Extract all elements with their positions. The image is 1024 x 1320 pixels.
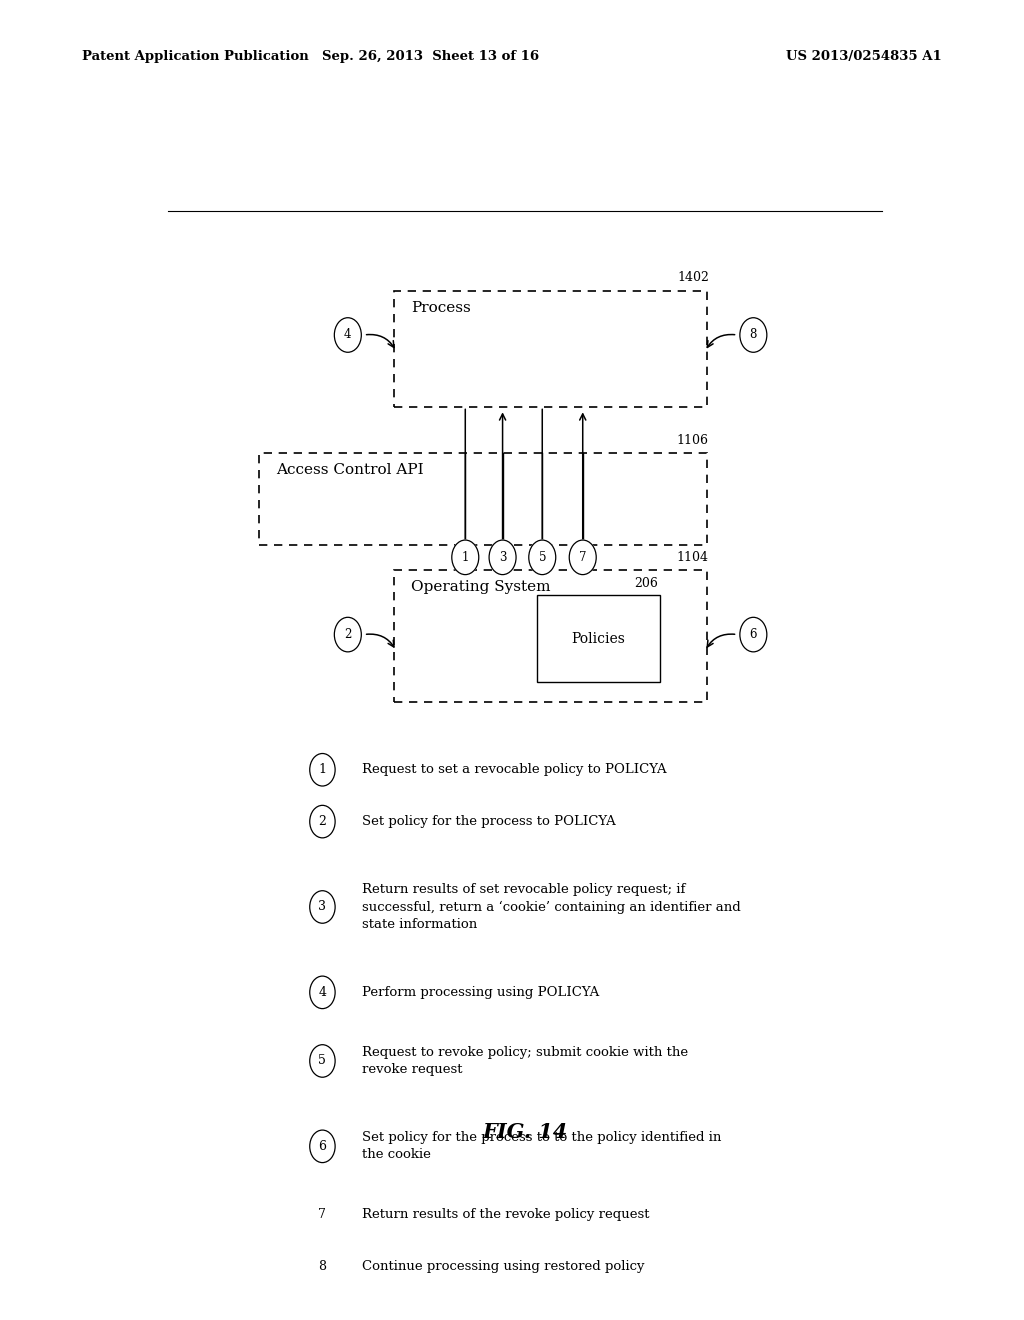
Text: 4: 4	[318, 986, 327, 999]
Text: Return results of the revoke policy request: Return results of the revoke policy requ…	[362, 1208, 649, 1221]
Circle shape	[740, 318, 767, 352]
Text: 5: 5	[318, 1055, 327, 1068]
Text: 1: 1	[318, 763, 327, 776]
Text: FIG. 14: FIG. 14	[482, 1122, 567, 1142]
Circle shape	[740, 618, 767, 652]
Circle shape	[309, 805, 335, 838]
Circle shape	[489, 540, 516, 574]
Text: Process: Process	[412, 301, 471, 314]
Circle shape	[309, 1130, 335, 1163]
Text: Policies: Policies	[571, 632, 625, 645]
Text: Request to set a revocable policy to POLICYA: Request to set a revocable policy to POL…	[362, 763, 667, 776]
Circle shape	[569, 540, 596, 574]
Text: 206: 206	[634, 577, 658, 590]
Text: 1106: 1106	[677, 434, 709, 447]
Text: 2: 2	[344, 628, 351, 642]
Text: 5: 5	[539, 550, 546, 564]
Text: Request to revoke policy; submit cookie with the
revoke request: Request to revoke policy; submit cookie …	[362, 1045, 688, 1076]
Bar	[259, 453, 708, 545]
Circle shape	[528, 540, 556, 574]
Text: Set policy for the process to POLICYA: Set policy for the process to POLICYA	[362, 816, 615, 828]
Circle shape	[309, 1250, 335, 1283]
Text: Patent Application Publication: Patent Application Publication	[82, 50, 308, 63]
Circle shape	[335, 318, 361, 352]
Text: 2: 2	[318, 816, 327, 828]
Text: 7: 7	[579, 550, 587, 564]
Circle shape	[452, 540, 479, 574]
Bar	[537, 595, 659, 682]
Text: Continue processing using restored policy: Continue processing using restored polic…	[362, 1261, 645, 1274]
Text: 3: 3	[499, 550, 506, 564]
Circle shape	[309, 1044, 335, 1077]
Text: 3: 3	[318, 900, 327, 913]
Text: 8: 8	[750, 329, 757, 342]
Bar	[394, 570, 708, 702]
Text: 1402: 1402	[677, 272, 709, 284]
Text: 6: 6	[750, 628, 757, 642]
Text: Set policy for the process to to the policy identified in
the cookie: Set policy for the process to to the pol…	[362, 1131, 722, 1162]
Text: Access Control API: Access Control API	[276, 463, 424, 478]
Text: Perform processing using POLICYA: Perform processing using POLICYA	[362, 986, 599, 999]
Circle shape	[309, 1199, 335, 1232]
Text: US 2013/0254835 A1: US 2013/0254835 A1	[786, 50, 942, 63]
Circle shape	[309, 754, 335, 785]
Text: 4: 4	[344, 329, 351, 342]
Text: 6: 6	[318, 1140, 327, 1152]
Text: 8: 8	[318, 1261, 327, 1274]
Text: Operating System: Operating System	[412, 581, 551, 594]
Text: Sep. 26, 2013  Sheet 13 of 16: Sep. 26, 2013 Sheet 13 of 16	[322, 50, 539, 63]
Circle shape	[309, 975, 335, 1008]
Text: 1104: 1104	[677, 550, 709, 564]
Text: 1: 1	[462, 550, 469, 564]
Circle shape	[335, 618, 361, 652]
Circle shape	[309, 891, 335, 923]
Text: Return results of set revocable policy request; if
successful, return a ‘cookie’: Return results of set revocable policy r…	[362, 883, 740, 931]
Text: 7: 7	[318, 1208, 327, 1221]
Bar	[394, 290, 708, 408]
